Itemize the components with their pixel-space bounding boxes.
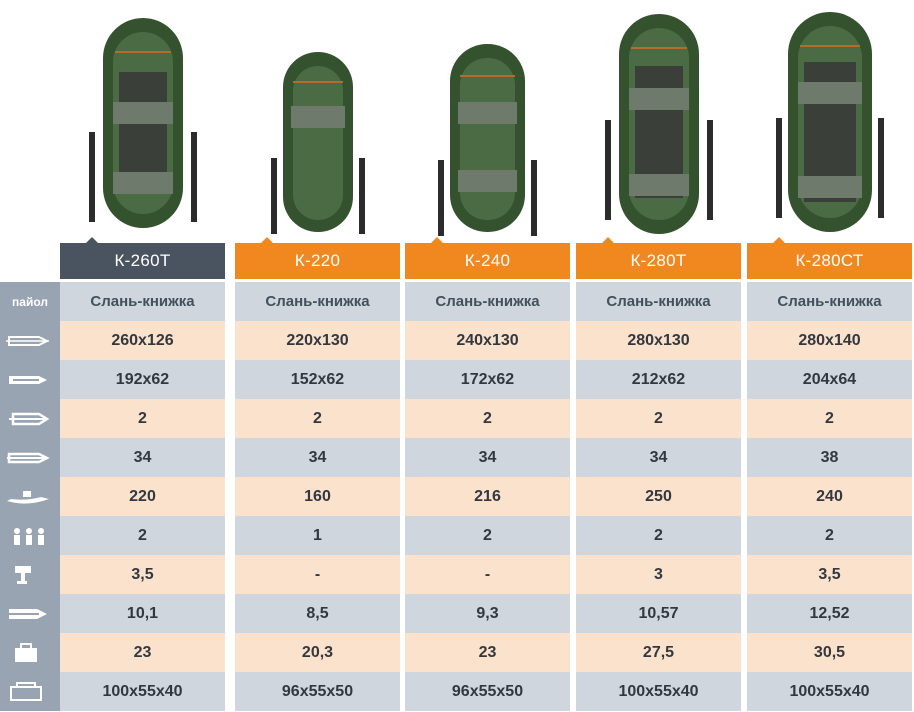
spec-cell: 9,3 — [405, 594, 570, 633]
load-capacity-icon — [0, 477, 60, 516]
spec-cell: 2 — [405, 516, 570, 555]
spec-row: 10,1 8,5 9,3 10,57 12,52 — [0, 594, 914, 633]
tube-diameter-icon — [0, 438, 60, 477]
spec-cell: 240 — [747, 477, 912, 516]
spec-cell: 2 — [747, 516, 912, 555]
model-tab-4[interactable]: К-280Т — [576, 237, 741, 279]
tab-notch — [773, 237, 785, 243]
spec-cell: 2 — [576, 516, 741, 555]
boat-image-k220 — [235, 0, 400, 240]
spec-row: 34 34 34 34 38 — [0, 438, 914, 477]
spec-cell: Слань-книжка — [405, 282, 570, 321]
spec-cell: 8,5 — [235, 594, 400, 633]
boat-image-k260t — [60, 0, 225, 240]
spec-cell: 250 — [576, 477, 741, 516]
spec-cell: 3 — [576, 555, 741, 594]
spec-cell: 2 — [405, 399, 570, 438]
inner-size-icon — [0, 360, 60, 399]
boat-image-k240 — [405, 0, 570, 240]
spec-cell: 30,5 — [747, 633, 912, 672]
tab-notch — [602, 237, 614, 243]
spec-cell: 1 — [235, 516, 400, 555]
spec-cell: 2 — [60, 516, 225, 555]
package-weight-icon — [0, 633, 60, 672]
spec-row: пайол Слань-книжка Слань-книжка Слань-книжк… — [0, 282, 914, 321]
tab-notch — [431, 237, 443, 243]
spec-cell: 23 — [60, 633, 225, 672]
spec-cell: 160 — [235, 477, 400, 516]
spec-cell: Слань-книжка — [235, 282, 400, 321]
spec-cell: 100х55х40 — [747, 672, 912, 711]
model-tab-1[interactable]: К-260Т — [60, 237, 225, 279]
boat-image-k280ct — [747, 0, 912, 240]
spec-cell: 12,52 — [747, 594, 912, 633]
spec-row: 23 20,3 23 27,5 30,5 — [0, 633, 914, 672]
tab-notch — [261, 237, 273, 243]
spec-cell: 152х62 — [235, 360, 400, 399]
spec-cell: 2 — [747, 399, 912, 438]
spec-cell: 100х55х40 — [60, 672, 225, 711]
spec-cell: 3,5 — [747, 555, 912, 594]
model-tab-2[interactable]: К-220 — [235, 237, 400, 279]
spec-cell: 212х62 — [576, 360, 741, 399]
compartments-icon — [0, 399, 60, 438]
spec-cell: 96х55х50 — [405, 672, 570, 711]
spec-cell: 23 — [405, 633, 570, 672]
spec-row: 100х55х40 96х55х50 96х55х50 100х55х40 100х55… — [0, 672, 914, 711]
model-tab-5[interactable]: К-280СТ — [747, 237, 912, 279]
spec-cell: 240х130 — [405, 321, 570, 360]
spec-cell: 280х130 — [576, 321, 741, 360]
row-label: пайол — [0, 282, 60, 321]
spec-cell: Слань-книжка — [747, 282, 912, 321]
spec-cell: 34 — [235, 438, 400, 477]
model-tab-label: К-240 — [464, 251, 511, 270]
package-size-icon — [0, 672, 60, 711]
boat-images — [0, 0, 914, 240]
spec-row: 3,5- -3 3,5 — [0, 555, 914, 594]
spec-cell: 38 — [747, 438, 912, 477]
tab-notch — [86, 237, 98, 243]
boat-weight-icon — [0, 594, 60, 633]
spec-cell: 20,3 — [235, 633, 400, 672]
spec-cell: 10,57 — [576, 594, 741, 633]
spec-cell: 2 — [576, 399, 741, 438]
spec-cell: 220 — [60, 477, 225, 516]
spec-row: 260х126 220х130 240х130 280х130 280х140 — [0, 321, 914, 360]
spec-cell: 204х64 — [747, 360, 912, 399]
model-tab-label: К-220 — [294, 251, 341, 270]
spec-cell: 96х55х50 — [235, 672, 400, 711]
spec-cell: 220х130 — [235, 321, 400, 360]
spec-cell: 192х62 — [60, 360, 225, 399]
model-header-row: К-260Т К-220 К-240 К-280Т К-280СТ — [0, 237, 914, 279]
motor-power-icon — [0, 555, 60, 594]
outer-size-icon — [0, 321, 60, 360]
spec-cell: 172х62 — [405, 360, 570, 399]
model-tab-label: К-280Т — [630, 251, 687, 270]
spec-cell: Слань-книжка — [576, 282, 741, 321]
spec-cell: 10,1 — [60, 594, 225, 633]
spec-cell: 34 — [60, 438, 225, 477]
model-tab-3[interactable]: К-240 — [405, 237, 570, 279]
spec-cell: 3,5 — [60, 555, 225, 594]
spec-cell: - — [235, 555, 400, 594]
spec-cell: 34 — [405, 438, 570, 477]
spec-row: 192х62 152х62 172х62 212х62 204х64 — [0, 360, 914, 399]
spec-cell: 260х126 — [60, 321, 225, 360]
spec-cell: 34 — [576, 438, 741, 477]
model-tab-label: К-280СТ — [795, 251, 864, 270]
model-tab-label: К-260Т — [114, 251, 171, 270]
spec-cell: Слань-книжка — [60, 282, 225, 321]
passengers-icon — [0, 516, 60, 555]
spec-row: 220 160 216 250 240 — [0, 477, 914, 516]
spec-cell: 2 — [235, 399, 400, 438]
spec-cell: 216 — [405, 477, 570, 516]
spec-cell: 2 — [60, 399, 225, 438]
spec-cell: 280х140 — [747, 321, 912, 360]
spec-cell: 27,5 — [576, 633, 741, 672]
spec-cell: 100х55х40 — [576, 672, 741, 711]
spec-cell: - — [405, 555, 570, 594]
boat-image-k280t — [576, 0, 741, 240]
